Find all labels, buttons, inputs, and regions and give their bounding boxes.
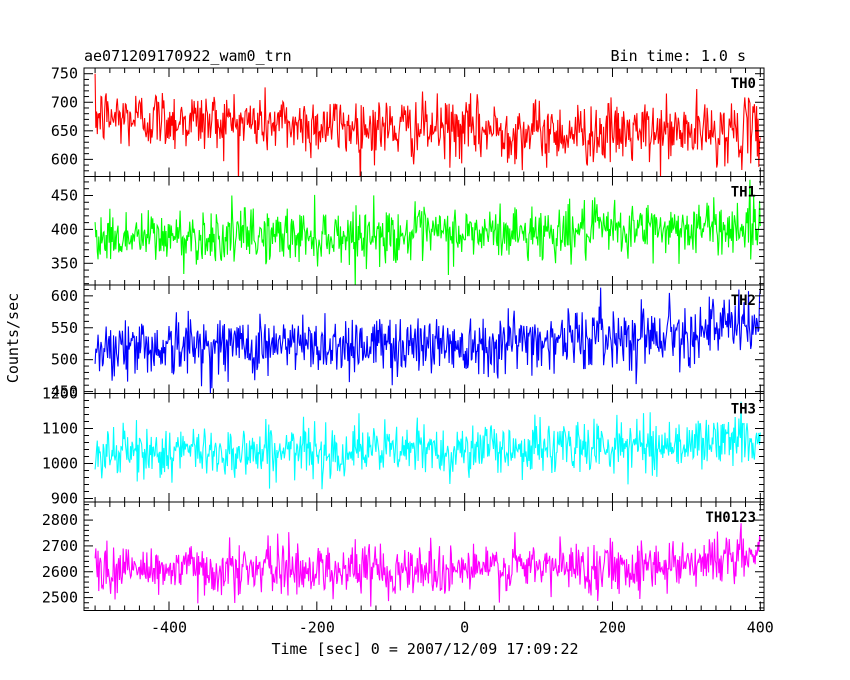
- x-tick-label: 200: [599, 619, 626, 637]
- series-line-th1: [94, 179, 761, 285]
- series-line-th0123: [94, 523, 761, 607]
- y-tick-label: 500: [51, 351, 78, 369]
- panel-th3: 900 1000 1100 1200 TH3: [42, 385, 765, 508]
- panel-label-th1: TH1: [731, 185, 756, 201]
- panel-th0: 600 650 700 750 TH0: [51, 65, 765, 177]
- panel-label-th0123: TH0123: [705, 510, 756, 526]
- x-axis-label: Time [sec] 0 = 2007/12/09 17:09:22: [271, 640, 578, 658]
- y-tick-label: 700: [51, 93, 78, 111]
- series-line-th3: [94, 401, 761, 490]
- y-tick-label: 450: [51, 186, 78, 204]
- y-axis-label: Counts/sec: [4, 293, 22, 383]
- chart-title: ae071209170922_wam0_trn: [84, 47, 292, 65]
- y-tick-label: 450: [51, 383, 78, 401]
- panel-label-th0: TH0: [731, 76, 756, 92]
- series-line-th0: [94, 73, 761, 177]
- y-tick-label: 1000: [42, 455, 78, 473]
- y-tick-label: 550: [51, 319, 78, 337]
- y-tick-label: 2800: [42, 511, 78, 529]
- panel-label-th3: TH3: [731, 402, 756, 418]
- y-tick-label: 400: [51, 220, 78, 238]
- x-axis: -400 -200 0 200 400: [151, 619, 774, 637]
- bin-time-label: Bin time: 1.0 s: [611, 47, 746, 65]
- y-tick-label: 2700: [42, 537, 78, 555]
- x-tick-label: 400: [747, 619, 774, 637]
- y-tick-label: 2500: [42, 589, 78, 607]
- y-tick-label: 600: [51, 150, 78, 168]
- y-tick-label: 650: [51, 122, 78, 140]
- y-tick-label: 600: [51, 287, 78, 305]
- panel-th0123: 2500 2600 2700 2800 TH0123: [42, 501, 765, 611]
- y-tick-label: 1100: [42, 420, 78, 438]
- y-tick-label: 1200: [42, 385, 78, 403]
- panel-label-th2: TH2: [731, 293, 756, 309]
- panels-group: 600 650 700 750 TH0 350 400 450 TH1 450 500 550 600 T…: [42, 65, 765, 611]
- y-tick-label: 900: [51, 490, 78, 508]
- x-tick-label: -400: [151, 619, 187, 637]
- y-tick-label: 350: [51, 254, 78, 272]
- x-tick-label: 0: [460, 619, 469, 637]
- panel-th1: 350 400 450 TH1: [51, 176, 765, 286]
- y-tick-label: 2600: [42, 563, 78, 581]
- y-tick-label: 750: [51, 65, 78, 83]
- panel-th2: 450 500 550 600 TH2: [51, 284, 765, 401]
- series-line-th2: [94, 287, 761, 394]
- x-tick-label: -200: [299, 619, 335, 637]
